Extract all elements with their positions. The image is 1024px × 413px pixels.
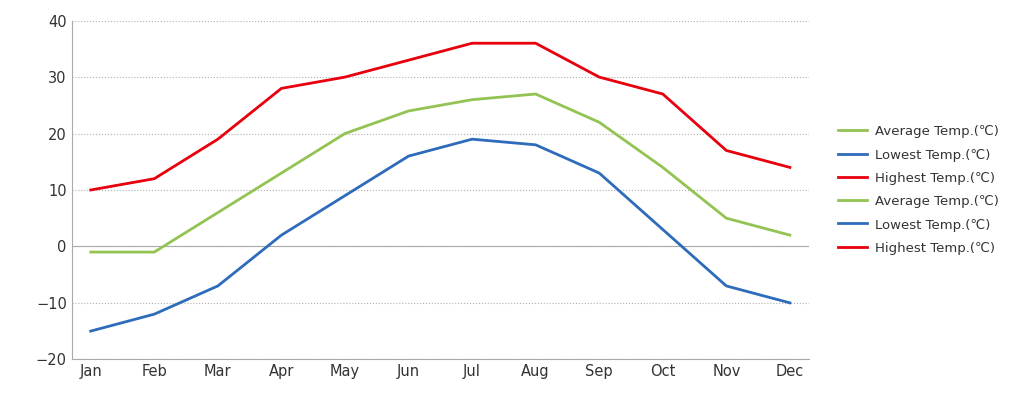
Legend: Average Temp.(℃), Lowest Temp.(℃), Highest Temp.(℃), Average Temp.(℃), Lowest Te: Average Temp.(℃), Lowest Temp.(℃), Highe… (838, 125, 998, 255)
